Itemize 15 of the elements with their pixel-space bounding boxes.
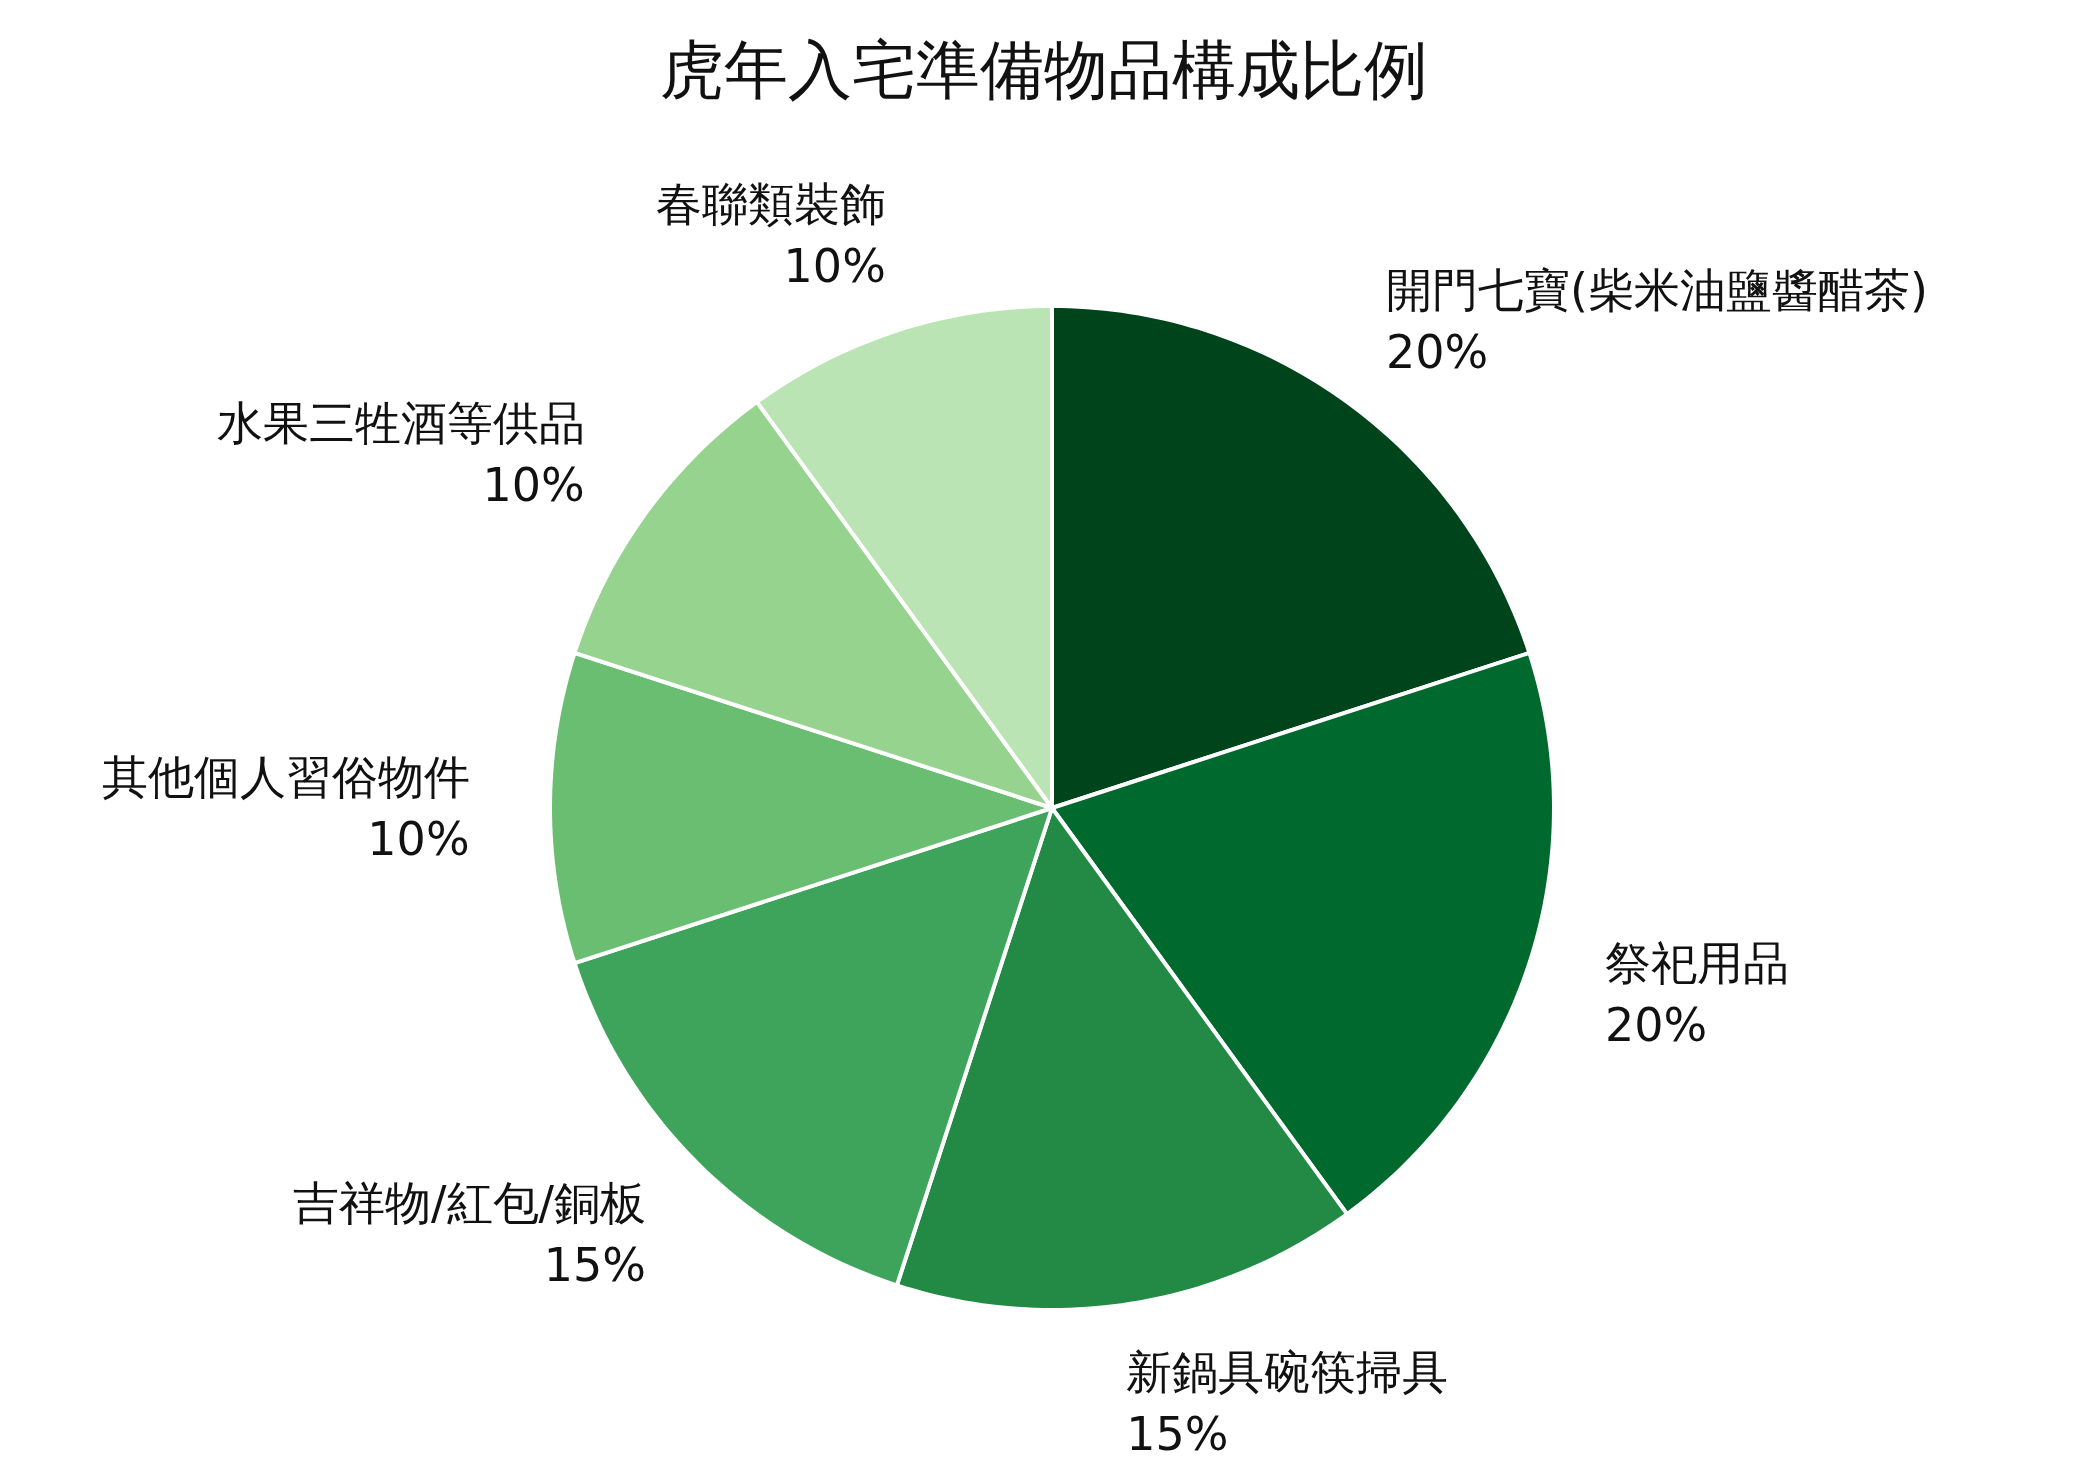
slice-label: 水果三牲酒等供品 — [216, 395, 585, 450]
slice-label: 吉祥物/紅包/銅板 — [293, 1175, 647, 1230]
slice-label: 開門七寶(柴米油鹽醬醋茶) — [1386, 262, 1928, 317]
slice-label: 其他個人習俗物件 — [101, 750, 470, 804]
chart-title: 虎年入宅準備物品構成比例 — [659, 33, 1428, 107]
data-label: 10% — [367, 812, 470, 866]
slice-label: 祭祀用品 — [1604, 936, 1789, 991]
data-label: 20% — [1386, 324, 1489, 379]
data-label: 10% — [783, 239, 886, 294]
data-label: 15% — [543, 1237, 647, 1292]
slice-label: 春聯類裝飾 — [655, 177, 886, 232]
data-label: 10% — [482, 457, 585, 512]
data-label: 20% — [1604, 998, 1708, 1053]
data-label: 15% — [1126, 1406, 1229, 1461]
slice-label: 新鍋具碗筷掃具 — [1126, 1344, 1449, 1399]
